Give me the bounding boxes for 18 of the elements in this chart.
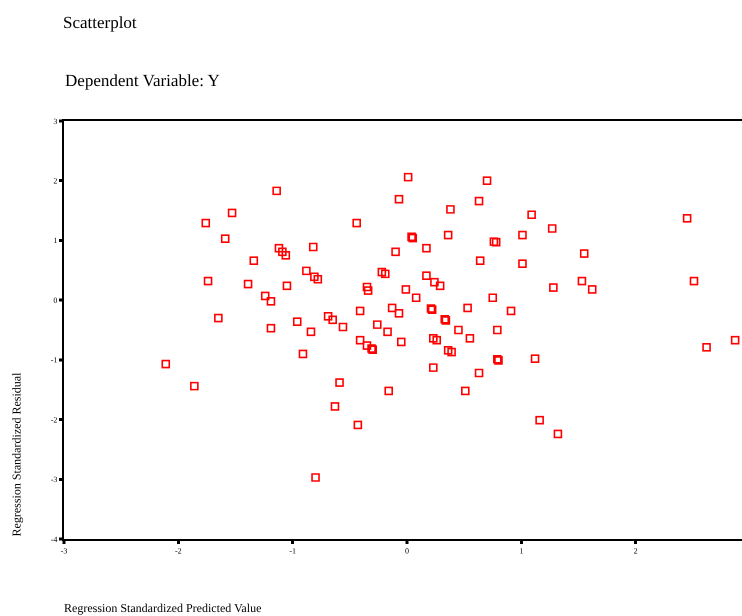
x-axis-title: Regression Standardized Predicted Value xyxy=(64,601,262,615)
x-tick-label: -3 xyxy=(60,546,68,556)
x-tick-label: 1 xyxy=(519,546,524,556)
y-tick-label: 3 xyxy=(53,116,58,126)
x-tick-label: -1 xyxy=(289,546,296,556)
x-tick-label: -2 xyxy=(174,546,182,556)
y-tick-label: 0 xyxy=(53,296,58,305)
y-axis-title: Regression Standardized Residual xyxy=(10,372,24,536)
y-tick-label: -2 xyxy=(50,415,58,424)
x-tick-label: 0 xyxy=(405,546,409,556)
chart-subtitle: Dependent Variable: Y xyxy=(65,71,220,90)
y-tick-label: -4 xyxy=(50,534,58,544)
y-tick-label: -3 xyxy=(50,475,58,484)
chart-title: Scatterplot xyxy=(63,12,137,32)
y-tick-label: 2 xyxy=(53,176,58,186)
x-tick-label: 2 xyxy=(634,546,638,556)
y-tick-label: 1 xyxy=(53,236,58,246)
y-tick-label: -1 xyxy=(50,356,58,365)
